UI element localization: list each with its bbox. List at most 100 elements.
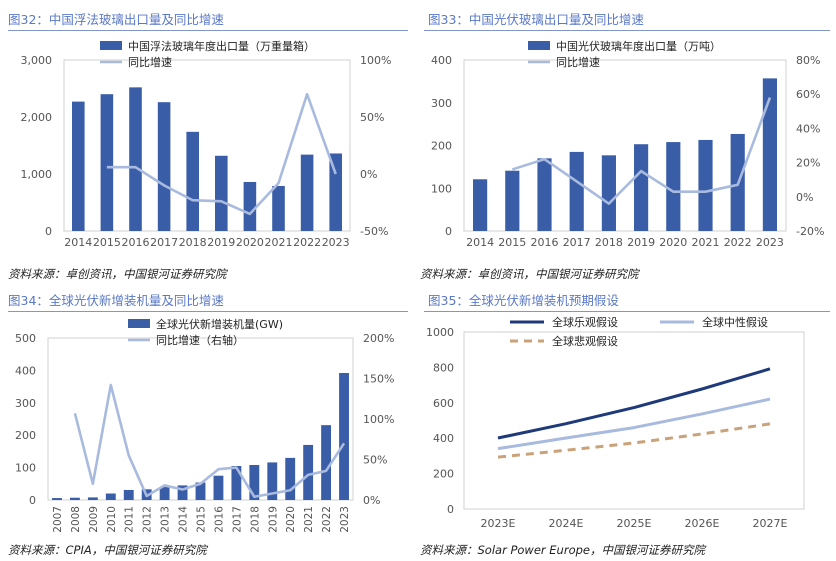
c1-x-tick-label: 2019: [627, 236, 655, 249]
c3-series-line: [497, 367, 771, 440]
c2-bar: [159, 487, 170, 500]
c2-y-tick-label: 0: [29, 494, 36, 507]
c1-y-tick-label: 200: [431, 140, 452, 153]
c0-y-tick-label: 1,000: [21, 168, 53, 181]
c1-bar: [601, 155, 616, 231]
c0-bar: [243, 181, 257, 231]
c0-y2-tick-label: -50%: [360, 225, 388, 238]
c0-plot-frame: [63, 59, 351, 232]
c0-bar: [215, 155, 228, 231]
c2-bar: [69, 497, 80, 500]
c2-y-tick-label: 200: [15, 429, 36, 442]
chart-35: 0 200 400 600 800 1000 2023E 2024E 2025E 2026E 202…: [426, 315, 805, 530]
c1-growth-line: [511, 97, 772, 205]
c0-bar: [300, 154, 314, 231]
c0-x-tick-label: 2023: [322, 236, 350, 249]
c0-legend-bar-label: 中国浮法玻璃年度出口量（万重量箱）: [128, 39, 315, 53]
c3-x-tick-label: 2027E: [753, 517, 788, 530]
c0-y-tick-label: 2,000: [21, 111, 53, 124]
c2-bar: [52, 498, 62, 500]
c2-y-tick-label: 500: [15, 332, 36, 345]
c3-y-tick-label: 200: [433, 468, 454, 481]
c3-series-line: [497, 422, 771, 459]
c0-y2-tick-label: 0%: [360, 168, 377, 181]
c2-bar: [213, 475, 224, 500]
c2-x-tick-label: 2012: [142, 506, 154, 533]
c1-legend-bar-label: 中国光伏玻璃年度出口量（万吨）: [556, 39, 721, 53]
c0-x-tick-label: 2022: [293, 236, 321, 249]
c2-legend-bar-swatch: [128, 319, 150, 328]
chart-33-title-rule: [424, 30, 830, 31]
c2-bar: [285, 457, 296, 500]
c0-x-tick-label: 2017: [150, 236, 178, 249]
c1-y2-tick-label: 0%: [796, 191, 813, 204]
c0-x-tick-label: 2014: [64, 236, 92, 249]
c1-x-tick-label: 2021: [692, 236, 720, 249]
c3-legend-label: 全球中性假设: [702, 315, 768, 329]
c2-bar: [195, 482, 206, 500]
c1-plot-frame: [463, 59, 787, 232]
c0-y2-tick-label: 50%: [360, 111, 384, 124]
c2-bar: [303, 444, 314, 500]
c0-x-tick-label: 2016: [122, 236, 150, 249]
c1-x-tick-label: 2014: [466, 236, 494, 249]
c1-legend-line-label: 同比增速: [556, 55, 600, 69]
c1-legend-bar-swatch: [528, 41, 550, 50]
c3-y-tick-label: 800: [433, 361, 454, 374]
c3-y-tick-label: 1000: [426, 326, 454, 339]
c3-legend-label: 全球悲观假设: [552, 334, 618, 348]
c1-x-tick-label: 2018: [595, 236, 623, 249]
chart-35-title-rule: [424, 311, 830, 312]
c1-y2-tick-label: 20%: [796, 157, 820, 170]
c3-y-tick-label: 0: [447, 503, 454, 516]
c0-x-tick-label: 2015: [93, 236, 121, 249]
c2-x-tick-label: 2009: [88, 506, 100, 533]
c1-x-tick-label: 2020: [659, 236, 687, 249]
c1-bar: [698, 139, 713, 231]
c1-x-tick-label: 2015: [498, 236, 526, 249]
c2-legend-bar-label: 全球光伏新增装机量(GW): [156, 317, 283, 331]
c1-bar: [537, 158, 552, 231]
c2-x-tick-label: 2014: [178, 506, 190, 533]
c0-x-tick-label: 2019: [207, 236, 235, 249]
c2-bar: [339, 372, 349, 500]
c1-y2-tick-label: -20%: [796, 225, 824, 238]
c3-x-tick-label: 2026E: [685, 517, 720, 530]
c1-y-tick-label: 0: [445, 225, 452, 238]
c1-bar: [666, 142, 681, 231]
c3-plot-frame: [463, 331, 805, 510]
c2-bar: [87, 497, 98, 500]
c2-x-tick-label: 2016: [213, 506, 225, 533]
c1-bar: [634, 144, 649, 231]
c0-bar: [329, 153, 342, 231]
c0-x-tick-label: 2020: [236, 236, 264, 249]
c2-y2-tick-label: 100%: [363, 413, 394, 426]
c1-bar: [569, 151, 584, 231]
c3-series-line: [497, 397, 771, 451]
c1-y2-tick-label: 80%: [796, 54, 820, 67]
chart-32-title: 图32：中国浮法玻璃出口量及同比增速: [8, 12, 224, 27]
c2-y-tick-label: 300: [15, 397, 36, 410]
chart-32-source: 资料来源：卓创资讯，中国银河证券研究院: [8, 267, 227, 281]
c2-y2-tick-label: 0%: [363, 494, 380, 507]
chart-35-source: 资料来源：Solar Power Europe，中国银河证券研究院: [420, 543, 705, 557]
c2-x-tick-label: 2023: [339, 506, 351, 533]
c2-x-tick-label: 2018: [249, 506, 261, 533]
c1-y2-tick-label: 60%: [796, 88, 820, 101]
c2-bar: [249, 465, 260, 500]
c1-bar: [473, 179, 488, 231]
c2-x-tick-label: 2022: [321, 506, 333, 533]
c0-y-tick-label: 0: [45, 225, 52, 238]
c0-bar: [100, 94, 114, 231]
c2-legend-line-label: 同比增速（右轴）: [156, 333, 244, 347]
c2-y-tick-label: 400: [15, 364, 36, 377]
c2-x-tick-label: 2015: [196, 506, 208, 533]
chart-33: 0 100 200 300 400 -20% 0% 20% 40% 60% 80% 2014 2015 2…: [431, 39, 824, 249]
c2-y2-tick-label: 50%: [363, 454, 387, 467]
c2-x-tick-label: 2008: [70, 506, 82, 533]
c2-x-tick-label: 2017: [231, 506, 243, 533]
c2-bar: [105, 493, 116, 500]
c0-y-tick-label: 3,000: [21, 54, 53, 67]
c2-y2-tick-label: 200%: [363, 332, 394, 345]
